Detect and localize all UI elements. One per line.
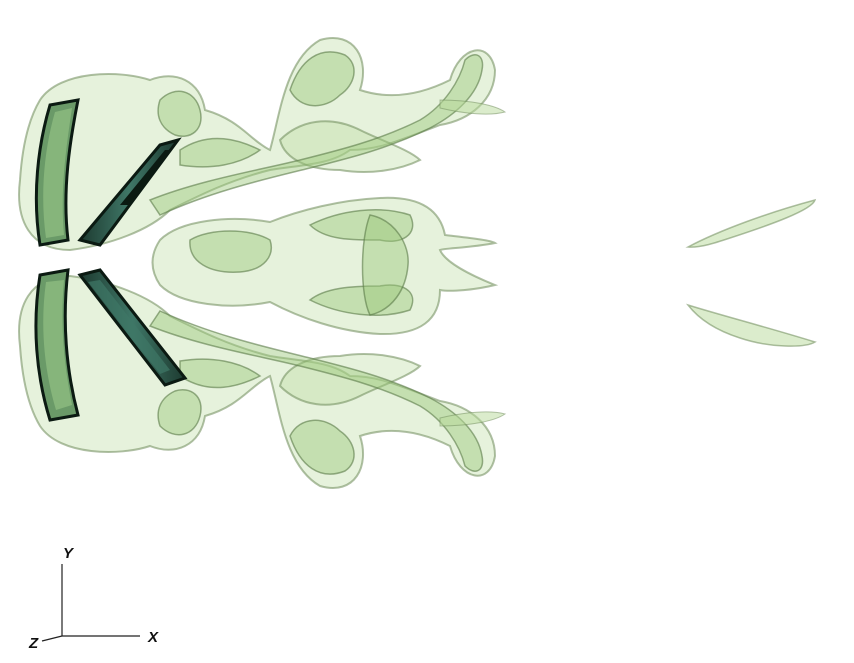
lower-wing <box>34 268 188 422</box>
axes-triad: Y X Z <box>28 545 159 652</box>
z-axis-label: Z <box>28 635 39 652</box>
z-axis-line <box>41 635 63 642</box>
x-axis-label: X <box>147 629 159 646</box>
far-wake-streaks <box>685 198 817 347</box>
central-wake-structure <box>151 196 499 336</box>
upper-wing <box>34 98 182 247</box>
upper-vortex-structure <box>18 37 507 252</box>
y-axis-label: Y <box>63 545 75 562</box>
